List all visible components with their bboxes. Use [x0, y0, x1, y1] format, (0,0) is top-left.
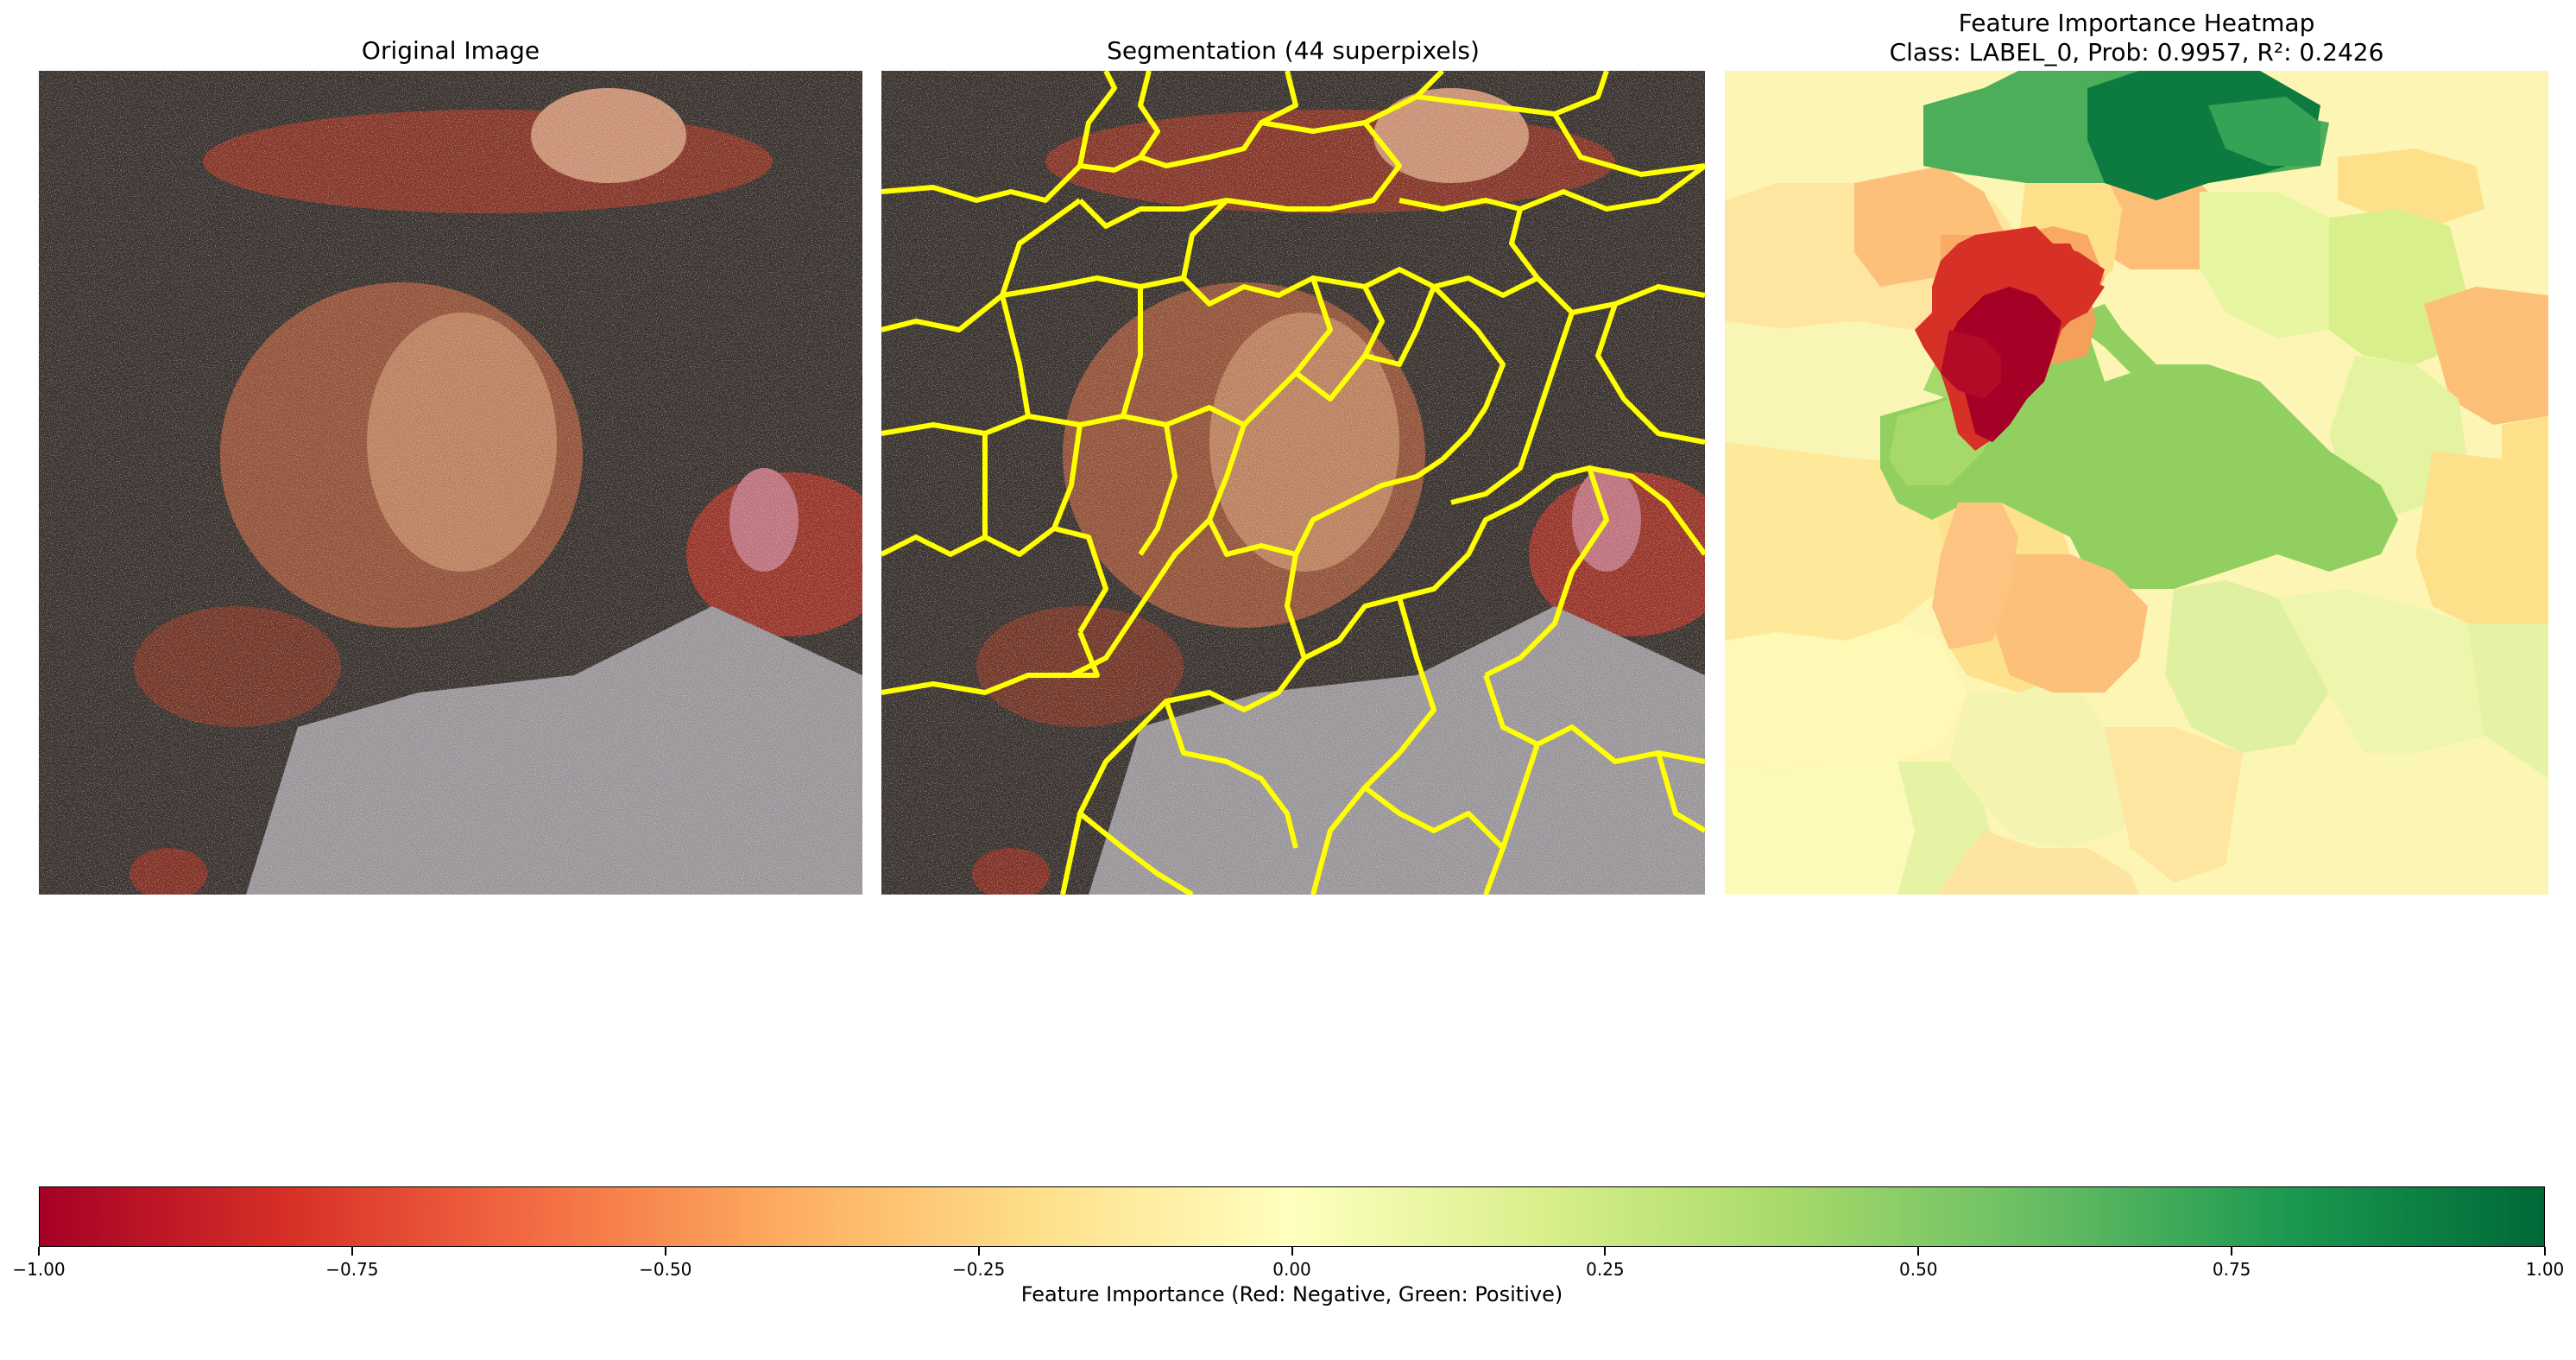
colorbar-tick-mark [1917, 1247, 1920, 1256]
colorbar-tick-label: 0.50 [1898, 1259, 1938, 1280]
original-image [39, 71, 862, 895]
colorbar-tick-mark [1291, 1247, 1293, 1256]
colorbar-tick-mark [38, 1247, 40, 1256]
colorbar-tick-label: −0.50 [639, 1259, 692, 1280]
heatmap-title-line2: Class: LABEL_0, Prob: 0.9957, R²: 0.2426 [1889, 38, 2384, 66]
colorbar-label: Feature Importance (Red: Negative, Green… [1020, 1282, 1563, 1306]
segmentation-image [881, 71, 1705, 895]
colorbar-tick-label: 1.00 [2525, 1259, 2565, 1280]
original-image-title: Original Image [361, 36, 540, 65]
colorbar-tick-label: 0.00 [1272, 1259, 1311, 1280]
heatmap-title: Feature Importance Heatmap Class: LABEL_… [1725, 9, 2548, 67]
colorbar-tick-label: −0.25 [951, 1259, 1006, 1280]
colorbar-tick-mark [664, 1247, 666, 1256]
feature-importance-heatmap [1725, 71, 2548, 895]
colorbar-tick-mark [977, 1247, 980, 1256]
colorbar-tick-mark [2231, 1247, 2233, 1256]
colorbar-tick-label: 0.25 [1586, 1259, 1625, 1280]
colorbar-tick-mark [2544, 1247, 2546, 1256]
heatmap-title-line1: Feature Importance Heatmap [1958, 9, 2315, 37]
colorbar-tick-label: 0.75 [2212, 1259, 2251, 1280]
superpixel-boundaries [881, 71, 1705, 895]
segmentation-title: Segmentation (44 superpixels) [1107, 36, 1480, 65]
colorbar-tick-mark [350, 1247, 353, 1256]
colorbar [39, 1186, 2545, 1247]
colorbar-tick-label: −0.75 [325, 1259, 379, 1280]
colorbar-tick-label: −1.00 [12, 1259, 66, 1280]
colorbar-tick-mark [1604, 1247, 1607, 1256]
